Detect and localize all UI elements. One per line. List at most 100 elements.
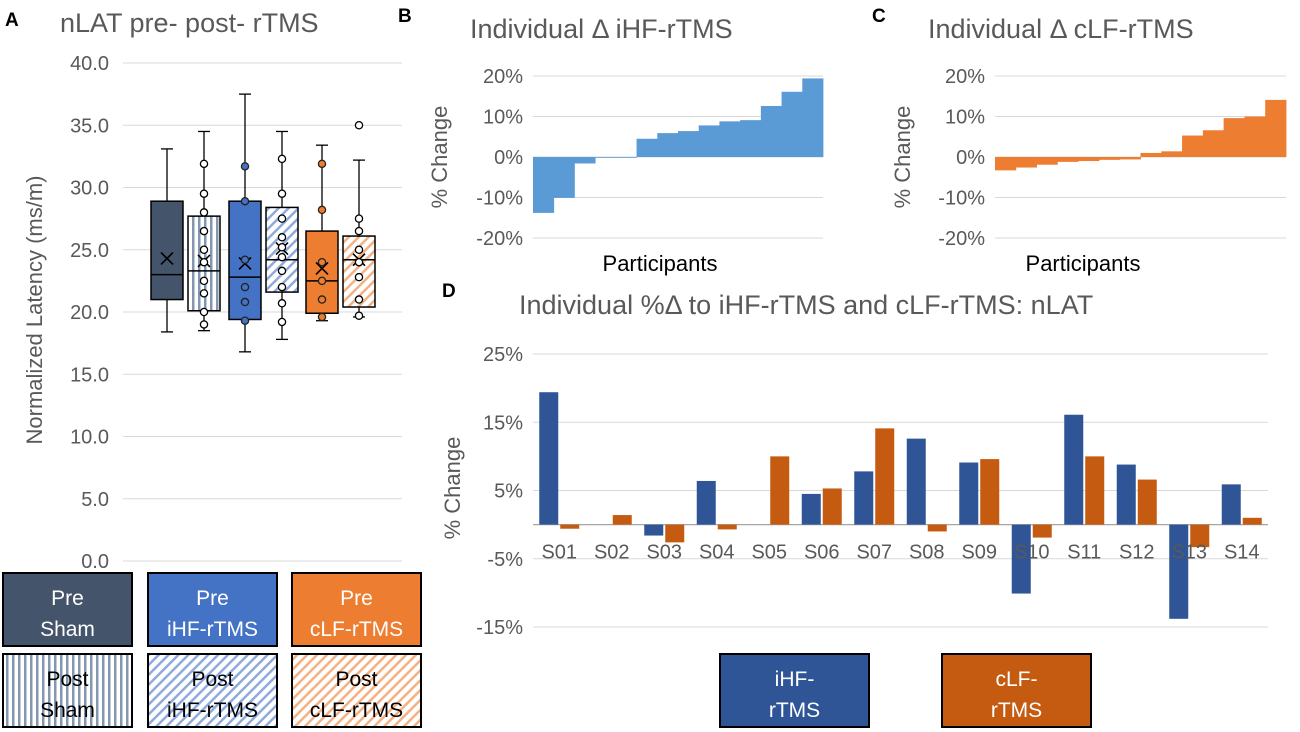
panel-d-gridlines: [533, 353, 1268, 628]
bar-clf-rtms: [1085, 456, 1105, 525]
legend-label: Sham: [40, 618, 95, 641]
bar-ihf-rtms: [539, 392, 559, 525]
bar-clf-rtms: [1242, 517, 1262, 525]
data-point: [199, 257, 209, 267]
legend-item: Pre cLF-rTMS: [291, 572, 422, 647]
panel-b-bars: [533, 78, 824, 213]
y-tick-label: -20%: [938, 228, 985, 250]
legend-label: iHF-: [775, 668, 815, 691]
panel-a-title: nLAT pre- post- rTMS: [60, 8, 319, 38]
panel-b: B Individual Δ iHF-rTMS % Change Partici…: [398, 6, 824, 276]
legend-item: Pre iHF-rTMS: [147, 572, 278, 647]
bar: [719, 121, 741, 157]
bar: [657, 133, 679, 157]
data-point: [354, 121, 364, 130]
data-point: [354, 245, 364, 254]
legend-swatch: [2, 572, 133, 647]
y-tick-label: 10%: [945, 107, 985, 129]
bar-ihf-rtms: [854, 471, 874, 525]
panel-b-x-axis-label: Participants: [603, 251, 718, 276]
y-tick-label: 35.0: [70, 115, 109, 137]
y-tick-label: 0%: [956, 147, 985, 169]
panel-b-y-ticks: -20% -10% 0% 10% 20%: [476, 66, 523, 250]
bar-clf-rtms: [980, 459, 1000, 525]
bar-clf-rtms: [770, 456, 790, 525]
data-point: [199, 289, 209, 298]
data-point: [277, 243, 287, 252]
legend-label: rTMS: [769, 699, 820, 722]
boxplot-post-ihf-rtms: [265, 130, 299, 341]
legend-item: iHF-rTMS: [719, 653, 870, 728]
bar-clf-rtms: [717, 524, 737, 530]
x-tick-label: S01: [541, 542, 577, 564]
panel-b-title: Individual Δ iHF-rTMS: [470, 14, 733, 44]
bar: [553, 157, 575, 198]
panel-c-y-ticks: -20% -10% 0% 10% 20%: [938, 66, 985, 250]
legend-label: Sham: [40, 699, 95, 722]
legend-label: cLF-rTMS: [310, 618, 403, 641]
bar-ihf-rtms: [1064, 414, 1084, 525]
bar: [1036, 157, 1058, 165]
data-point: [240, 162, 250, 171]
legend-label: Pre: [196, 587, 229, 610]
panel-c: C Individual Δ cLF-rTMS % Change Partici…: [872, 6, 1287, 276]
legend-label: Post: [191, 668, 233, 691]
y-tick-label: 0.0: [81, 551, 109, 573]
data-point: [277, 214, 287, 223]
panel-d-title: Individual %Δ to iHF-rTMS and cLF-rTMS: …: [519, 290, 1093, 320]
legend-label: rTMS: [991, 699, 1042, 722]
panel-d-y-ticks: 25% 15% 5% -5% -15%: [476, 344, 523, 639]
x-tick-label: S02: [594, 542, 630, 564]
data-point: [277, 189, 287, 198]
panel-c-y-axis-label: % Change: [890, 106, 915, 209]
x-tick-label: S10: [1014, 542, 1050, 564]
bar: [1057, 157, 1079, 162]
bar: [574, 157, 596, 164]
bar: [1119, 157, 1141, 160]
x-tick-label: S04: [699, 542, 735, 564]
bar-ihf-rtms: [1169, 524, 1189, 619]
bar: [740, 120, 762, 157]
data-point: [199, 159, 209, 169]
data-point: [277, 252, 287, 262]
legend-swatch: [291, 572, 422, 647]
bar-clf-rtms: [927, 524, 947, 532]
panel-d-bars: [539, 392, 1262, 619]
data-point: [277, 233, 287, 242]
x-tick-label: S12: [1119, 542, 1155, 564]
panel-c-title: Individual Δ cLF-rTMS: [928, 14, 1194, 44]
data-point: [317, 276, 327, 286]
bar: [595, 157, 617, 158]
data-point: [240, 255, 250, 264]
data-point: [277, 266, 287, 276]
legend-swatch: [291, 653, 422, 728]
bar: [678, 131, 700, 157]
x-tick-label: S14: [1224, 542, 1260, 564]
data-point: [354, 272, 364, 282]
data-point: [317, 205, 327, 215]
legend-swatch: [941, 653, 1092, 728]
bar: [760, 105, 782, 157]
data-point: [199, 320, 209, 329]
bar-clf-rtms: [1137, 479, 1157, 525]
boxplot-post-clf-rtms: [342, 121, 376, 320]
bar: [1265, 99, 1287, 157]
data-point: [240, 316, 250, 325]
boxplot-post-sham: [187, 130, 221, 332]
legend-label: iHF-rTMS: [167, 699, 258, 722]
legend-swatch: [719, 653, 870, 728]
bar: [533, 157, 555, 213]
panel-letter-c: C: [872, 6, 886, 27]
data-point: [277, 154, 287, 164]
bar: [802, 78, 824, 157]
data-point: [199, 208, 209, 217]
x-tick-label: S05: [751, 542, 787, 564]
panel-a-y-ticks: 0.0 5.0 10.0 15.0 20.0 25.0 30.0 35.0 40.0: [70, 53, 109, 573]
panel-d-y-axis-label: % Change: [440, 437, 465, 540]
legend-item: Post iHF-rTMS: [147, 653, 278, 728]
data-point: [240, 196, 250, 206]
bar-ihf-rtms: [1221, 484, 1241, 525]
legend-label: Pre: [51, 587, 84, 610]
bar-ihf-rtms: [644, 524, 664, 536]
